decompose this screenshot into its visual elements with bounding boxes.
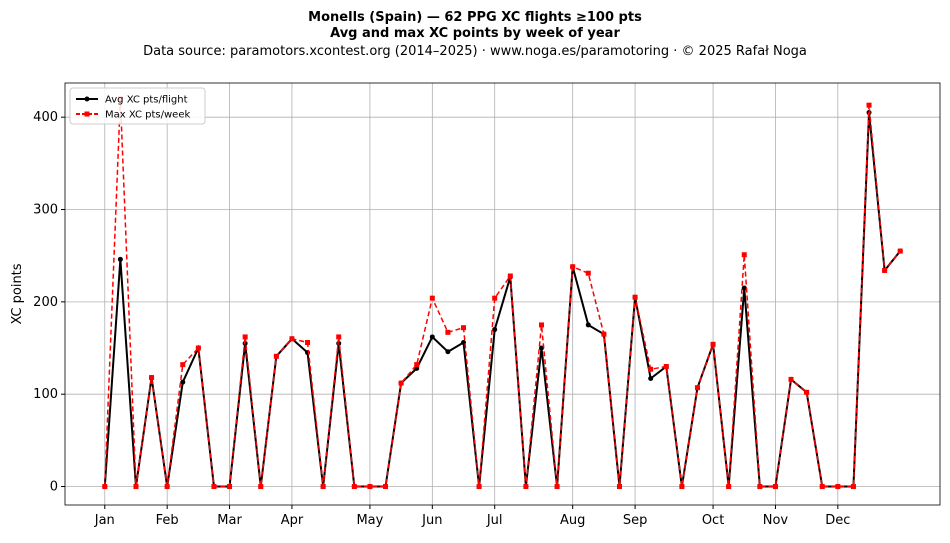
point [850,484,856,490]
point [476,484,482,490]
point [242,334,248,340]
source-note: Data source: paramotors.xcontest.org (20… [143,44,807,59]
x-tick-label: Nov [763,513,789,528]
point [398,380,404,386]
y-tick-label: 300 [33,203,58,218]
point [835,484,841,490]
point [320,484,326,490]
point [601,331,607,337]
x-tick-label: Sep [623,513,648,528]
series-line [104,98,901,488]
y-tick-label: 100 [33,387,58,402]
point [429,334,435,340]
point [180,379,186,385]
x-tick-label: Mar [217,513,242,528]
point [663,363,669,369]
x-tick-label: Dec [825,513,850,528]
x-tick-label: May [356,513,383,528]
series-line [103,112,902,488]
point [648,366,654,372]
point [804,389,810,395]
y-axis-label: XC points [10,263,25,324]
point [897,248,903,254]
point [616,484,622,490]
x-tick-label: Jun [421,513,442,528]
point [694,385,700,391]
point [726,484,732,490]
point [102,484,108,490]
point [741,285,747,291]
point [648,375,654,381]
point [273,353,279,359]
point [492,327,498,333]
point [149,375,155,381]
point [164,484,170,490]
point [819,484,825,490]
y-tick-label: 200 [33,295,58,310]
point [741,252,747,258]
x-tick-label: Jul [486,513,503,528]
point [133,484,139,490]
point [336,334,342,340]
point [414,362,420,368]
point [523,484,529,490]
point [367,484,373,490]
x-tick-label: Feb [156,513,179,528]
point [757,484,763,490]
point [258,484,264,490]
point [445,349,451,355]
point [351,484,357,490]
legend-label: Max XC pts/week [105,110,190,121]
legend-box [69,87,206,125]
point [538,345,544,351]
y-tick-label: 0 [50,480,58,495]
plot-frame [64,82,941,506]
point [429,295,435,301]
legend-marker [84,96,90,102]
point [211,484,217,490]
point [507,273,513,279]
point [445,329,451,335]
y-tick-label: 400 [33,110,58,125]
point [710,341,716,347]
x-tick-label: Apr [281,513,304,528]
legend-label: Avg XC pts/flight [105,95,188,106]
point [679,484,685,490]
point [882,267,888,273]
chart-title: Monells (Spain) — 62 PPG XC flights ≥100… [308,10,642,25]
point [289,336,295,342]
point [180,362,186,368]
point [117,256,123,262]
point [383,484,389,490]
point [538,322,544,328]
legend-marker [84,111,90,117]
point [570,264,576,270]
point [788,376,794,382]
point [632,294,638,300]
point [305,339,311,345]
point [585,322,591,328]
point [554,484,560,490]
x-tick-label: Aug [560,513,585,528]
x-tick-label: Jan [94,513,115,528]
x-tick-label: Oct [702,513,724,528]
point [227,484,233,490]
point [866,102,872,108]
point [585,270,591,276]
legend: Avg XC pts/flight Max XC pts/week [69,87,206,125]
point [492,295,498,301]
point [195,345,201,351]
point [461,325,467,331]
point [772,484,778,490]
chart-subtitle: Avg and max XC points by week of year [330,26,620,41]
